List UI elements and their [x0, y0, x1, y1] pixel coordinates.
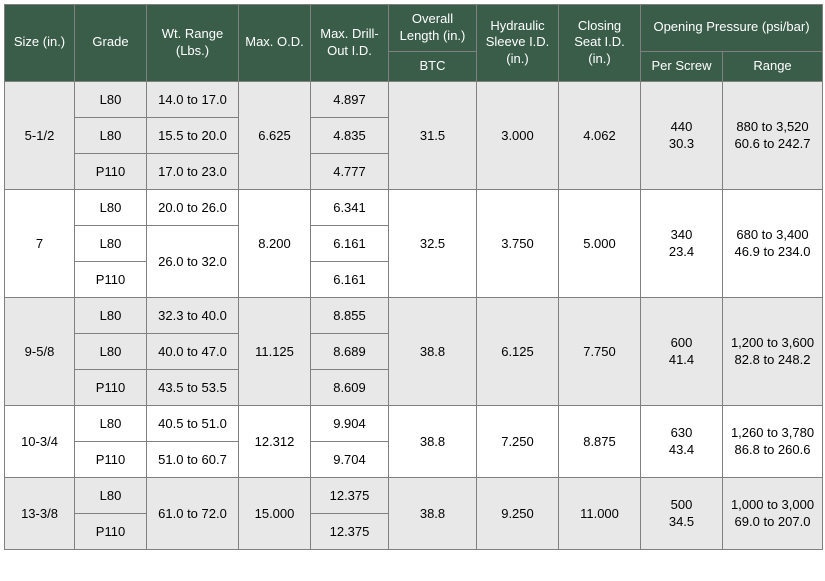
cell-grade: P110 [75, 261, 147, 297]
cell-wt-range: 43.5 to 53.5 [147, 369, 239, 405]
cell-wt-range: 40.5 to 51.0 [147, 405, 239, 441]
cell-per-screw: 44030.3 [641, 81, 723, 189]
cell-size: 5-1/2 [5, 81, 75, 189]
cell-btc: 32.5 [389, 189, 477, 297]
cell-max-od: 8.200 [239, 189, 311, 297]
cell-wt-range: 15.5 to 20.0 [147, 117, 239, 153]
cell-drillout: 8.855 [311, 297, 389, 333]
cell-sleeve: 7.250 [477, 405, 559, 477]
cell-wt-range: 14.0 to 17.0 [147, 81, 239, 117]
hdr-grade: Grade [75, 5, 147, 82]
cell-drillout: 6.161 [311, 261, 389, 297]
hdr-max-od: Max. O.D. [239, 5, 311, 82]
cell-wt-range: 40.0 to 47.0 [147, 333, 239, 369]
cell-drillout: 4.835 [311, 117, 389, 153]
cell-grade: L80 [75, 477, 147, 513]
cell-wt-range: 20.0 to 26.0 [147, 189, 239, 225]
cell-grade: L80 [75, 297, 147, 333]
cell-btc: 38.8 [389, 297, 477, 405]
cell-range: 880 to 3,52060.6 to 242.7 [723, 81, 823, 189]
cell-sleeve: 3.750 [477, 189, 559, 297]
spec-table: Size (in.) Grade Wt. Range (Lbs.) Max. O… [4, 4, 823, 550]
cell-closing: 5.000 [559, 189, 641, 297]
cell-max-od: 12.312 [239, 405, 311, 477]
hdr-closing-seat: Closing Seat I.D. (in.) [559, 5, 641, 82]
cell-grade: P110 [75, 369, 147, 405]
cell-per-screw: 34023.4 [641, 189, 723, 297]
cell-wt-range: 17.0 to 23.0 [147, 153, 239, 189]
cell-size: 10-3/4 [5, 405, 75, 477]
cell-max-od: 15.000 [239, 477, 311, 549]
hdr-overall-length: Overall Length (in.) [389, 5, 477, 52]
table-row: 7L8020.0 to 26.08.2006.34132.53.7505.000… [5, 189, 823, 225]
hdr-per-screw: Per Screw [641, 51, 723, 81]
cell-drillout: 8.609 [311, 369, 389, 405]
cell-drillout: 6.161 [311, 225, 389, 261]
cell-wt-range: 26.0 to 32.0 [147, 225, 239, 297]
cell-wt-range: 61.0 to 72.0 [147, 477, 239, 549]
hdr-size: Size (in.) [5, 5, 75, 82]
cell-sleeve: 9.250 [477, 477, 559, 549]
cell-drillout: 12.375 [311, 513, 389, 549]
cell-drillout: 9.704 [311, 441, 389, 477]
cell-wt-range: 32.3 to 40.0 [147, 297, 239, 333]
hdr-wt-range: Wt. Range (Lbs.) [147, 5, 239, 82]
hdr-opening-pressure: Opening Pressure (psi/bar) [641, 5, 823, 52]
cell-size: 13-3/8 [5, 477, 75, 549]
cell-sleeve: 3.000 [477, 81, 559, 189]
table-header: Size (in.) Grade Wt. Range (Lbs.) Max. O… [5, 5, 823, 82]
cell-per-screw: 50034.5 [641, 477, 723, 549]
cell-closing: 8.875 [559, 405, 641, 477]
table-row: 10-3/4L8040.5 to 51.012.3129.90438.87.25… [5, 405, 823, 441]
cell-btc: 31.5 [389, 81, 477, 189]
cell-grade: L80 [75, 117, 147, 153]
cell-closing: 7.750 [559, 297, 641, 405]
cell-btc: 38.8 [389, 405, 477, 477]
hdr-hydraulic-sleeve: Hydraulic Sleeve I.D. (in.) [477, 5, 559, 82]
cell-range: 680 to 3,40046.9 to 234.0 [723, 189, 823, 297]
cell-max-od: 11.125 [239, 297, 311, 405]
cell-sleeve: 6.125 [477, 297, 559, 405]
cell-grade: P110 [75, 513, 147, 549]
cell-range: 1,200 to 3,60082.8 to 248.2 [723, 297, 823, 405]
cell-wt-range: 51.0 to 60.7 [147, 441, 239, 477]
cell-size: 7 [5, 189, 75, 297]
cell-max-od: 6.625 [239, 81, 311, 189]
hdr-range: Range [723, 51, 823, 81]
cell-drillout: 8.689 [311, 333, 389, 369]
table-row: 5-1/2L8014.0 to 17.06.6254.89731.53.0004… [5, 81, 823, 117]
cell-grade: L80 [75, 81, 147, 117]
cell-grade: L80 [75, 189, 147, 225]
cell-btc: 38.8 [389, 477, 477, 549]
hdr-max-drillout: Max. Drill-Out I.D. [311, 5, 389, 82]
cell-drillout: 9.904 [311, 405, 389, 441]
cell-grade: L80 [75, 225, 147, 261]
cell-closing: 11.000 [559, 477, 641, 549]
cell-range: 1,000 to 3,00069.0 to 207.0 [723, 477, 823, 549]
cell-drillout: 12.375 [311, 477, 389, 513]
cell-grade: L80 [75, 333, 147, 369]
cell-per-screw: 60041.4 [641, 297, 723, 405]
cell-drillout: 6.341 [311, 189, 389, 225]
hdr-btc: BTC [389, 51, 477, 81]
table-row: 9-5/8L8032.3 to 40.011.1258.85538.86.125… [5, 297, 823, 333]
cell-grade: P110 [75, 441, 147, 477]
cell-drillout: 4.897 [311, 81, 389, 117]
cell-grade: L80 [75, 405, 147, 441]
cell-size: 9-5/8 [5, 297, 75, 405]
cell-drillout: 4.777 [311, 153, 389, 189]
table-body: 5-1/2L8014.0 to 17.06.6254.89731.53.0004… [5, 81, 823, 549]
cell-grade: P110 [75, 153, 147, 189]
cell-closing: 4.062 [559, 81, 641, 189]
cell-per-screw: 63043.4 [641, 405, 723, 477]
cell-range: 1,260 to 3,78086.8 to 260.6 [723, 405, 823, 477]
table-row: 13-3/8L8061.0 to 72.015.00012.37538.89.2… [5, 477, 823, 513]
